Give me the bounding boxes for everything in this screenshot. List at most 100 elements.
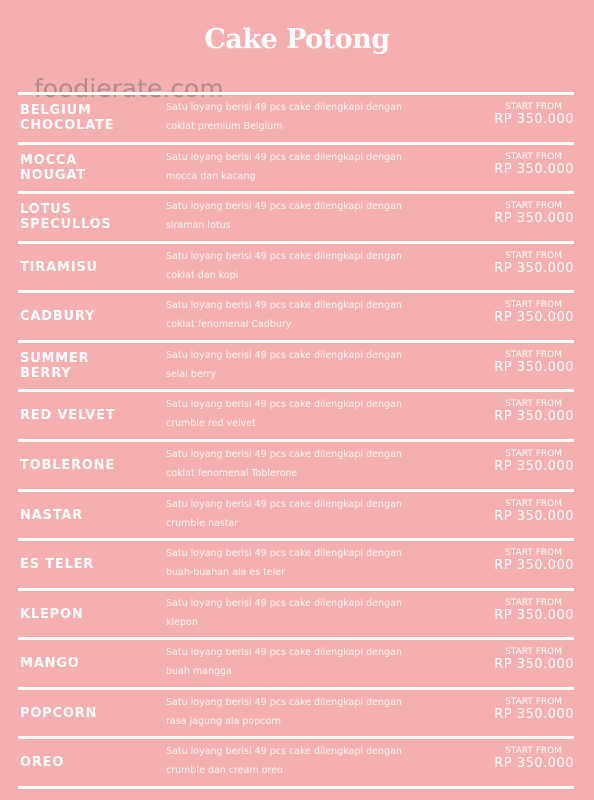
divider xyxy=(18,686,574,690)
description: buah-buahan ala es teler xyxy=(166,567,286,579)
description: coklat premium Belgium xyxy=(166,121,283,132)
divider xyxy=(18,191,574,195)
price: RP 350.000 xyxy=(494,260,574,276)
name-line: NOUGAT xyxy=(20,167,86,183)
description: coklat fenomenal Toblerone xyxy=(166,468,298,479)
description: klepon xyxy=(166,616,198,628)
price-label: START FROM xyxy=(505,300,562,311)
name-line: CHOCOLATE xyxy=(20,118,115,133)
description: Satu loyang berisi 49 pcs cake dilengkap… xyxy=(166,746,402,758)
description: Satu loyang berisi 49 pcs cake dilengkap… xyxy=(166,102,402,113)
name-line: SPECULLOS xyxy=(20,217,112,233)
description: Satu loyang berisi 49 pcs cake dilengkap… xyxy=(166,647,402,659)
name-line: TIRAMISU xyxy=(20,259,98,275)
name-line: BERRY xyxy=(20,365,72,381)
name-line: ES TELER xyxy=(20,557,95,573)
price: RP 350.000 xyxy=(494,211,574,227)
item-name: RED VELVET xyxy=(20,408,115,423)
price-label: START FROM xyxy=(505,548,562,559)
description: Satu loyang berisi 49 pcs cake dilengkap… xyxy=(166,399,402,411)
price: RP 350.000 xyxy=(494,359,574,375)
price-label: START FROM xyxy=(505,250,562,261)
divider xyxy=(18,786,574,789)
divider xyxy=(18,538,574,542)
description: Satu loyang berisi 49 pcs cake dilengkap… xyxy=(166,597,402,609)
price: RP 350.000 xyxy=(494,657,574,673)
divider xyxy=(18,240,574,244)
item-name: KLEPON xyxy=(20,607,84,622)
name-line: OREO xyxy=(20,755,65,771)
name-line: POPCORN xyxy=(20,705,98,721)
title: Cake Potong xyxy=(204,24,390,55)
description: crumble dan cream oreo xyxy=(166,765,283,777)
price-label: START FROM xyxy=(505,151,562,162)
price: RP 350.000 xyxy=(494,508,574,524)
name-line: LOTUS xyxy=(20,202,72,218)
divider xyxy=(18,736,574,740)
price-label: START FROM xyxy=(505,201,562,212)
description: coklat dan kopi xyxy=(166,269,239,281)
item-name: BELGIUM CHOCOLATE xyxy=(20,103,114,133)
name-line: MANGO xyxy=(20,656,80,672)
item-name: POPCORN xyxy=(20,706,97,721)
price-label: START FROM xyxy=(505,696,562,707)
description: buah mangga xyxy=(166,666,232,678)
item-name: MOCCA NOUGAT xyxy=(20,153,86,183)
item-name: MANGO xyxy=(20,656,80,671)
divider xyxy=(18,637,574,641)
price-label: START FROM xyxy=(505,449,562,459)
item-name: ES TELER xyxy=(20,557,94,572)
description: coklat fenomenal Cadbury xyxy=(166,319,292,331)
divider xyxy=(18,587,574,591)
price-label: START FROM xyxy=(505,498,562,509)
description: Satu loyang berisi 49 pcs cake dilengkap… xyxy=(166,696,402,708)
description: selai berry xyxy=(166,368,217,380)
divider xyxy=(18,389,574,393)
price: RP 350.000 xyxy=(494,310,574,326)
description: mocca dan kacang xyxy=(166,170,256,182)
item-name: TOBLERONE xyxy=(20,458,115,473)
divider xyxy=(18,141,574,145)
price: RP 350.000 xyxy=(494,558,574,574)
price-label: START FROM xyxy=(505,102,562,112)
price: RP 350.000 xyxy=(494,756,574,772)
description: Satu loyang berisi 49 pcs cake dilengkap… xyxy=(166,548,402,560)
description: Satu loyang berisi 49 pcs cake dilengkap… xyxy=(166,498,402,510)
item-name: OREO xyxy=(20,755,64,770)
description: Satu loyang berisi 49 pcs cake dilengkap… xyxy=(166,151,402,163)
item-name: SUMMER BERRY xyxy=(20,351,89,381)
name-line: MOCCA xyxy=(20,152,78,168)
price-label: START FROM xyxy=(505,597,562,608)
description: Satu loyang berisi 49 pcs cake dilengkap… xyxy=(166,300,402,312)
price-label: START FROM xyxy=(505,746,562,757)
price: RP 350.000 xyxy=(494,409,574,425)
price-label: START FROM xyxy=(505,399,562,410)
name-line: KLEPON xyxy=(20,606,84,622)
description: rasa jagung ala popcorn xyxy=(166,715,282,727)
watermark: foodierate.com xyxy=(34,74,224,103)
item-name: LOTUS SPECULLOS xyxy=(20,202,112,232)
description: Satu loyang berisi 49 pcs cake dilengkap… xyxy=(166,349,402,361)
price: RP 350.000 xyxy=(494,112,574,127)
divider xyxy=(18,92,574,95)
name-line: NASTAR xyxy=(20,507,84,523)
description: Satu loyang berisi 49 pcs cake dilengkap… xyxy=(166,250,402,262)
price: RP 350.000 xyxy=(494,706,574,722)
name-line: CADBURY xyxy=(20,309,96,325)
item-name: TIRAMISU xyxy=(20,260,98,275)
name-line: BELGIUM xyxy=(20,103,92,118)
name-line: TOBLERONE xyxy=(20,458,116,473)
item-name: NASTAR xyxy=(20,508,83,523)
description: Satu loyang berisi 49 pcs cake dilengkap… xyxy=(166,201,402,213)
description: crumble nastar xyxy=(166,517,239,529)
name-line: RED VELVET xyxy=(20,408,116,424)
price: RP 350.000 xyxy=(494,161,574,177)
name-line: SUMMER xyxy=(20,350,90,366)
price-label: START FROM xyxy=(505,349,562,360)
description: Satu loyang berisi 49 pcs cake dilengkap… xyxy=(166,449,402,460)
description: siraman lotus xyxy=(166,220,231,232)
price: RP 350.000 xyxy=(494,607,574,623)
divider xyxy=(18,439,574,442)
price: RP 350.000 xyxy=(494,459,574,474)
